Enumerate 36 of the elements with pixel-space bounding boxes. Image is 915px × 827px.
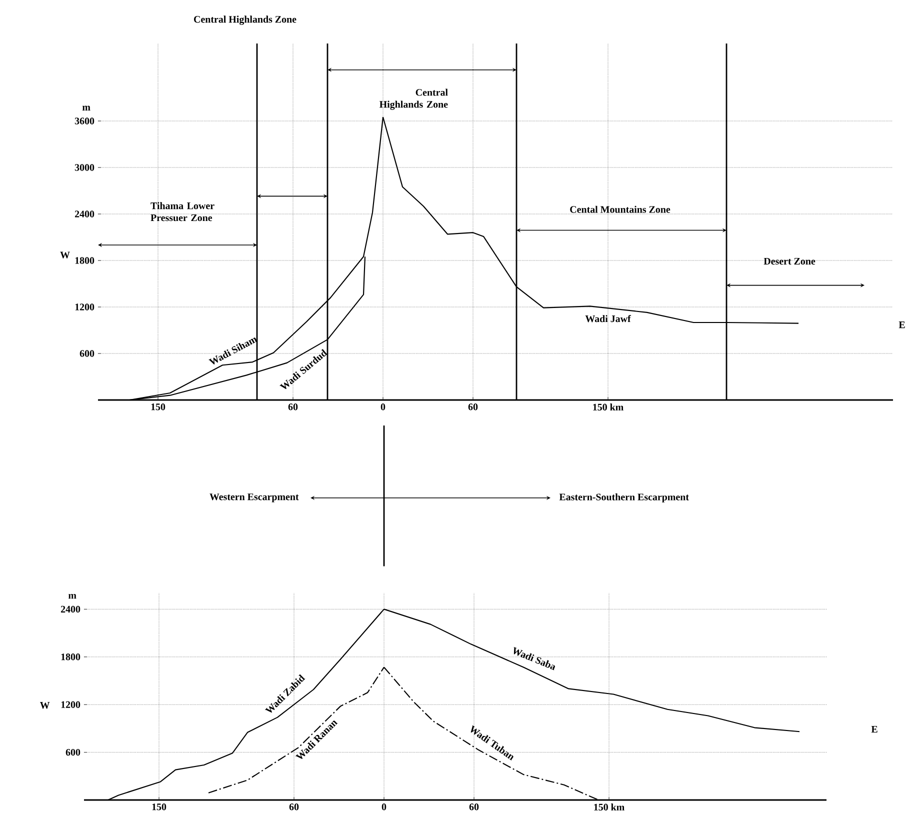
x-tick-label: 60 bbox=[289, 804, 299, 810]
annotation: Cental Mountains Zone bbox=[570, 206, 670, 213]
annotation: Tihama Lower Pressuer Zone bbox=[150, 202, 214, 222]
text: W bbox=[40, 702, 50, 709]
y-tick-label: 1200 bbox=[75, 304, 94, 310]
x-tick-label: 150 bbox=[152, 804, 166, 810]
series-label: Wadi Jawf bbox=[585, 315, 631, 322]
annotation: Central Highlands Zone bbox=[380, 88, 448, 110]
text: W bbox=[60, 252, 70, 258]
chart-title: Central Highlands Zone bbox=[194, 16, 296, 25]
y-tick-label: 3600 bbox=[74, 118, 94, 124]
text: Eastern-Southern Escarpment bbox=[559, 493, 689, 502]
x-tick-label: 0 bbox=[380, 404, 386, 410]
x-tick-label: 60 bbox=[468, 404, 478, 410]
y-tick-label: 1800 bbox=[75, 257, 94, 264]
y-tick-label: 2400 bbox=[60, 606, 80, 613]
text: Wadi Saba bbox=[514, 646, 555, 670]
y-tick-label: 600 bbox=[80, 350, 94, 357]
x-tick-label: 150 km bbox=[593, 404, 624, 411]
x-tick-label: 150 bbox=[151, 404, 166, 410]
x-tick-label: 60 bbox=[288, 404, 298, 410]
text: Western Escarpment bbox=[210, 494, 299, 502]
y-axis-title: m bbox=[82, 106, 90, 110]
y-tick-label: 2400 bbox=[74, 210, 94, 218]
x-tick-label: 60 bbox=[469, 804, 479, 810]
text: E bbox=[898, 322, 905, 328]
y-tick-label: 600 bbox=[66, 748, 80, 756]
text: Wadi Siham bbox=[208, 338, 258, 364]
y-tick-label: 1200 bbox=[61, 701, 80, 708]
x-tick-label: 150 km bbox=[594, 804, 624, 811]
annotation: Desert Zone bbox=[764, 258, 816, 265]
x-tick-label: 0 bbox=[382, 804, 386, 810]
text: E bbox=[871, 726, 878, 733]
y-axis-title: m bbox=[68, 594, 76, 599]
y-tick-label: 1800 bbox=[61, 654, 80, 660]
y-tick-label: 3000 bbox=[74, 164, 94, 171]
